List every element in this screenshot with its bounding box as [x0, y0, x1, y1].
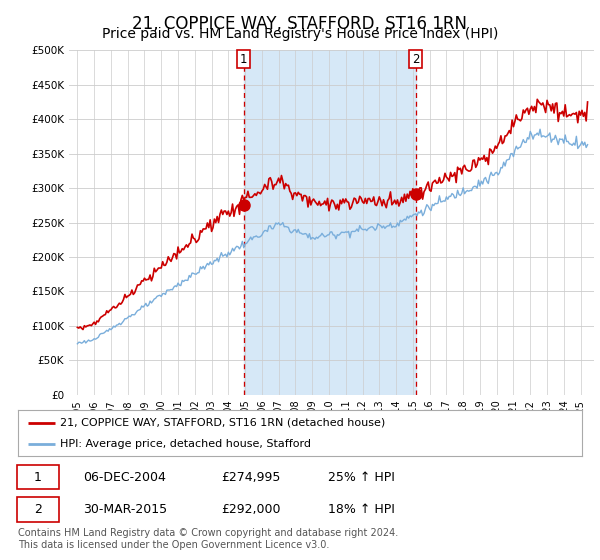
- Text: 21, COPPICE WAY, STAFFORD, ST16 1RN: 21, COPPICE WAY, STAFFORD, ST16 1RN: [133, 15, 467, 33]
- Text: 1: 1: [34, 471, 41, 484]
- Text: £274,995: £274,995: [221, 471, 280, 484]
- Text: 06-DEC-2004: 06-DEC-2004: [83, 471, 166, 484]
- Text: 21, COPPICE WAY, STAFFORD, ST16 1RN (detached house): 21, COPPICE WAY, STAFFORD, ST16 1RN (det…: [60, 418, 386, 428]
- FancyBboxPatch shape: [17, 465, 59, 489]
- Text: 1: 1: [240, 53, 247, 66]
- Text: 2: 2: [412, 53, 419, 66]
- Text: 2: 2: [34, 503, 41, 516]
- Text: HPI: Average price, detached house, Stafford: HPI: Average price, detached house, Staf…: [60, 439, 311, 449]
- Text: 30-MAR-2015: 30-MAR-2015: [83, 503, 167, 516]
- FancyBboxPatch shape: [17, 497, 59, 522]
- Text: Price paid vs. HM Land Registry's House Price Index (HPI): Price paid vs. HM Land Registry's House …: [102, 27, 498, 41]
- Text: £292,000: £292,000: [221, 503, 281, 516]
- Text: Contains HM Land Registry data © Crown copyright and database right 2024.
This d: Contains HM Land Registry data © Crown c…: [18, 528, 398, 550]
- Text: 18% ↑ HPI: 18% ↑ HPI: [328, 503, 395, 516]
- Text: 25% ↑ HPI: 25% ↑ HPI: [328, 471, 395, 484]
- Bar: [244, 50, 416, 395]
